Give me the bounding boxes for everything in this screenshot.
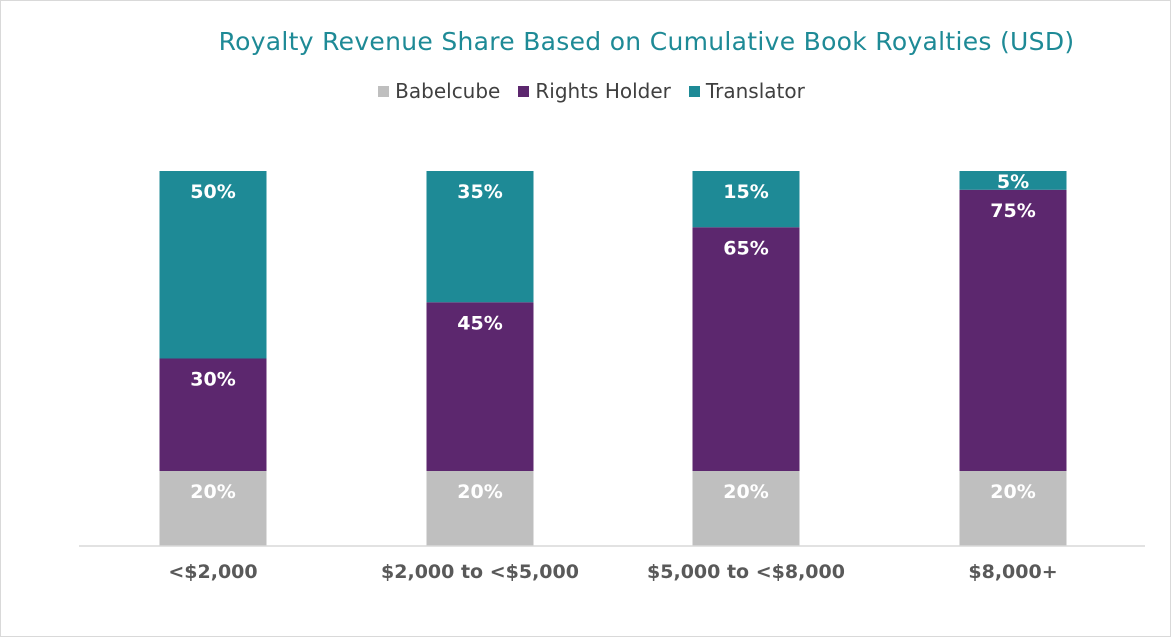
data-label-rights-holder-1: 30% [190,369,235,391]
legend-swatch-babelcube [378,85,390,97]
bar-segment-rights-holder-1 [159,358,267,471]
bar-segment-translator-4 [959,171,1067,190]
data-label-rights-holder-3: 65% [723,237,768,259]
data-label-translator-4: 5% [997,171,1029,193]
bar-segment-babelcube-2 [426,471,534,546]
bar-segment-babelcube-4 [959,471,1067,546]
bar-segment-translator-3 [692,171,800,228]
data-label-translator-1: 50% [190,181,235,203]
bar-segment-babelcube-3 [692,471,800,546]
legend-item-rights-holder: Rights Holder [518,79,671,103]
legend-label-translator: Translator [705,79,805,103]
data-label-rights-holder-2: 45% [457,312,502,334]
legend: Babelcube Rights Holder Translator [1,79,1171,103]
data-label-babelcube-4: 20% [990,481,1035,503]
data-label-babelcube-1: 20% [190,481,235,503]
bar-segment-translator-2 [426,171,534,303]
x-tick-label-1: <$2,000 [168,561,257,583]
data-label-babelcube-3: 20% [723,481,768,503]
chart-title: Royalty Revenue Share Based on Cumulativ… [218,27,1075,56]
bar-segment-rights-holder-4 [959,189,1067,471]
legend-label-babelcube: Babelcube [395,79,501,103]
legend-swatch-translator [688,85,700,97]
data-label-translator-3: 15% [723,181,768,203]
bar-segment-rights-holder-2 [426,302,534,471]
bars-group: 20% 30% 50% 20% 45% 35% 20% 65% 15% 20% 75% 5% [159,171,1067,546]
legend-swatch-rights-holder [518,85,530,97]
tick-labels-group: <$2,000 $2,000 to <$5,000 $5,000 to <$8,00… [168,561,1057,583]
data-label-rights-holder-4: 75% [990,200,1035,222]
x-tick-label-2: $2,000 to <$5,000 [381,561,579,583]
legend-item-babelcube: Babelcube [378,79,500,103]
x-tick-label-3: $5,000 to <$8,000 [647,561,845,583]
x-tick-label-4: $8,000+ [968,561,1057,583]
data-label-babelcube-2: 20% [457,481,502,503]
legend-item-translator: Translator [688,79,805,103]
data-label-translator-2: 35% [457,181,502,203]
bar-segment-rights-holder-3 [692,227,800,471]
bar-segment-babelcube-1 [159,471,267,546]
legend-label-rights-holder: Rights Holder [535,79,671,103]
bar-segment-translator-1 [159,171,267,359]
